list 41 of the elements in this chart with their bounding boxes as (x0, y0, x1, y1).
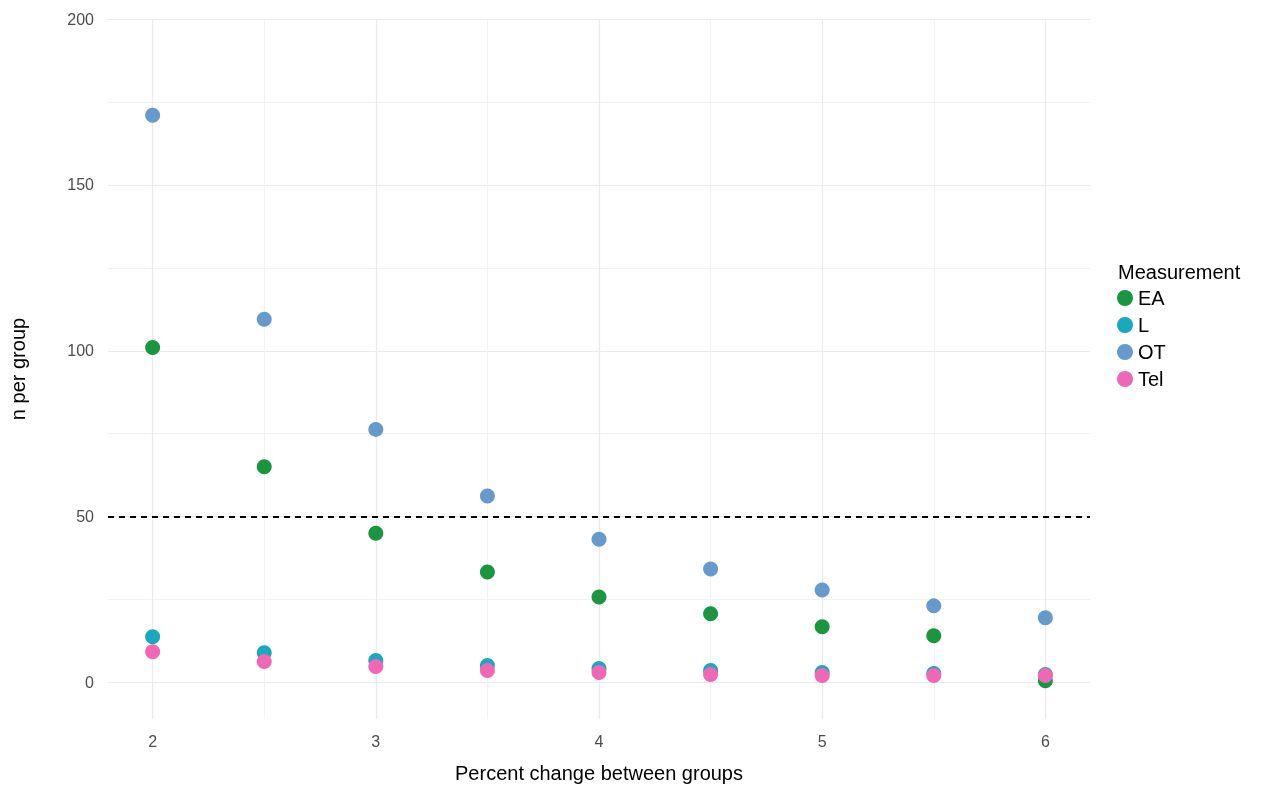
point (479, 488, 495, 504)
point (368, 421, 384, 437)
point (591, 531, 607, 547)
point (591, 589, 607, 605)
y-tick-label: 150 (67, 176, 95, 194)
point (814, 619, 830, 635)
point (703, 561, 719, 577)
legend-title: Measurement (1118, 261, 1241, 283)
x-tick-label: 2 (148, 732, 158, 750)
legend-label: L (1138, 314, 1150, 336)
point (703, 606, 719, 622)
point (145, 339, 161, 355)
point (145, 629, 161, 645)
point (1037, 610, 1053, 626)
point (479, 663, 495, 679)
point (368, 525, 384, 541)
point (145, 644, 161, 660)
point (256, 459, 272, 475)
y-tick-label: 50 (76, 508, 95, 526)
legend-label: OT (1138, 341, 1166, 363)
x-tick-label: 3 (371, 732, 381, 750)
point (368, 659, 384, 675)
point (703, 667, 719, 683)
point (926, 628, 942, 644)
y-axis-title: n per group (7, 317, 29, 421)
point (256, 654, 272, 670)
x-tick-label: 4 (594, 732, 604, 750)
legend-label: EA (1138, 287, 1166, 309)
x-axis-title: Percent change between groups (455, 762, 743, 784)
x-tick-label: 5 (817, 732, 827, 750)
x-tick-label: 6 (1040, 732, 1050, 750)
point (926, 598, 942, 614)
y-tick-label: 0 (85, 674, 95, 692)
point (256, 311, 272, 327)
point (479, 564, 495, 580)
point (591, 665, 607, 681)
y-tick-label: 200 (67, 10, 95, 28)
point (814, 582, 830, 598)
y-tick-label: 100 (67, 342, 95, 360)
legend-label: Tel (1138, 368, 1164, 390)
point (145, 107, 161, 123)
